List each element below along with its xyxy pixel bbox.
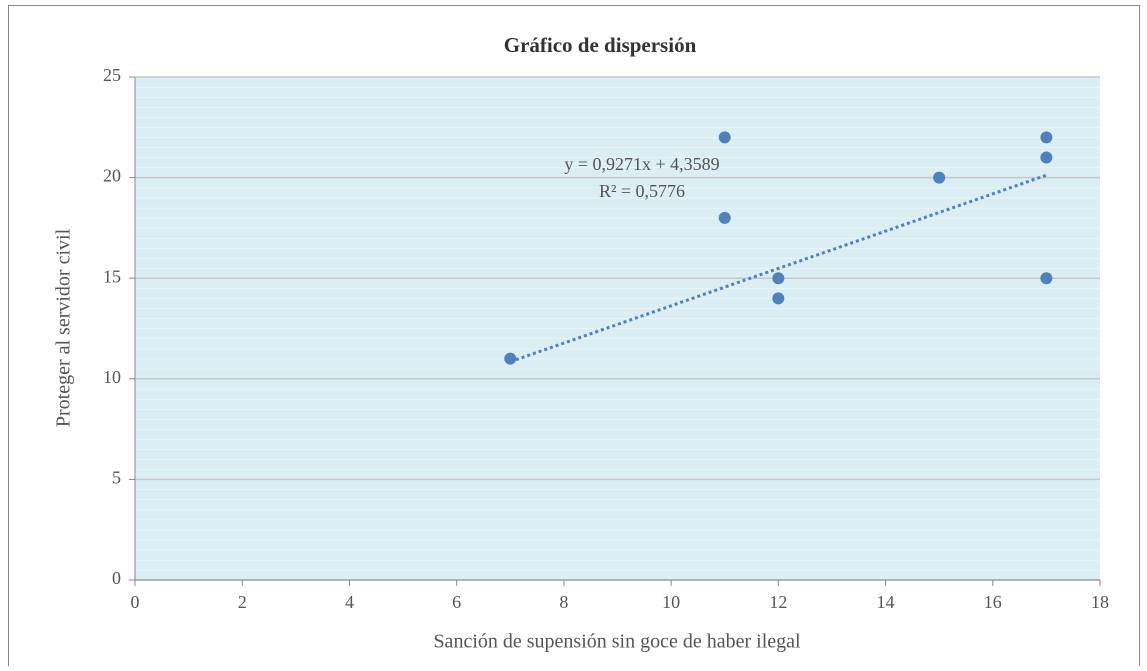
y-tick-label: 15 bbox=[103, 266, 121, 286]
y-tick-label: 10 bbox=[103, 367, 121, 387]
data-point bbox=[1040, 131, 1053, 144]
y-tick-label: 0 bbox=[112, 568, 121, 588]
x-tick-label: 10 bbox=[662, 592, 680, 612]
y-tick-label: 25 bbox=[103, 65, 121, 85]
y-axis-label: Proteger al servidor civil bbox=[53, 228, 75, 427]
x-tick-label: 0 bbox=[131, 592, 140, 612]
data-point bbox=[772, 272, 785, 285]
x-tick-label: 6 bbox=[452, 592, 461, 612]
data-point bbox=[933, 171, 946, 184]
x-tick-label: 2 bbox=[238, 592, 247, 612]
data-point bbox=[504, 352, 517, 365]
data-point bbox=[1040, 272, 1053, 285]
data-point bbox=[772, 292, 785, 305]
x-tick-label: 4 bbox=[345, 592, 354, 612]
trendline-equation: y = 0,9271x + 4,3589 bbox=[564, 154, 719, 174]
data-point bbox=[718, 211, 731, 224]
chart-title: Gráfico de dispersión bbox=[504, 33, 697, 57]
data-point bbox=[718, 131, 731, 144]
trendline bbox=[509, 173, 1047, 364]
data-point bbox=[1040, 151, 1053, 164]
minor-grid bbox=[135, 77, 1100, 580]
x-tick-label: 18 bbox=[1091, 592, 1109, 612]
x-tick-label: 16 bbox=[984, 592, 1002, 612]
x-tick-label: 8 bbox=[559, 592, 568, 612]
trendline-r2: R² = 0,5776 bbox=[599, 181, 685, 201]
x-tick-label: 14 bbox=[877, 592, 895, 612]
y-tick-label: 20 bbox=[103, 166, 121, 186]
x-axis-label: Sanción de supensión sin goce de haber i… bbox=[433, 631, 801, 653]
y-tick-label: 5 bbox=[112, 468, 121, 488]
x-tick-label: 12 bbox=[769, 592, 787, 612]
